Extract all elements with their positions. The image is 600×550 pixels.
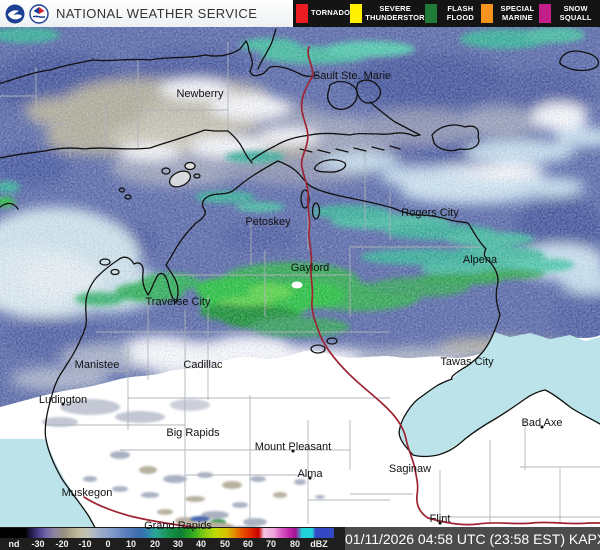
legend-item-snow-squall: SNOW SQUALL [539, 4, 597, 23]
status-bar: nd -30 -20 -10 0 10 20 30 40 50 60 70 80 dBZ 01/11/20… [0, 527, 600, 550]
legend-item-severe-thunderstorm: SEVERE THUNDERSTORM [350, 3, 432, 23]
header-bar: NATIONAL WEATHER SERVICE TORNADO SEVERE T… [0, 0, 600, 27]
city-label-petoskey: Petoskey [245, 216, 291, 228]
city-label-sault-ste-marie: Sault Ste. Marie [312, 70, 392, 82]
city-label-gaylord: Gaylord [290, 262, 330, 274]
lake-water [0, 332, 600, 527]
noaa-logo-icon [5, 4, 25, 24]
city-dot [540, 425, 544, 429]
legend-swatch [480, 4, 493, 23]
highways [83, 46, 600, 527]
highway-muskegon [83, 496, 198, 527]
city-dot [61, 402, 65, 406]
reflectivity-gradient [0, 528, 334, 538]
city-label-bad-axe: Bad Axe [521, 417, 563, 429]
legend-swatch [425, 4, 438, 23]
county-lines [0, 42, 600, 524]
city-label-big-rapids: Big Rapids [166, 427, 220, 439]
interstate-75 [300, 46, 600, 526]
legend-swatch [350, 4, 363, 23]
scale-tick: -10 [78, 539, 92, 549]
agency-title: NATIONAL WEATHER SERVICE [56, 6, 258, 21]
radar-map-graphic [0, 27, 600, 527]
agency-branding: NATIONAL WEATHER SERVICE [0, 0, 293, 27]
city-label-alma: Alma [297, 468, 323, 480]
legend-label: FLASH FLOOD [446, 3, 474, 22]
city-label-rogers-city: Rogers City [401, 207, 459, 219]
legend-label: SEVERE THUNDERSTORM [365, 3, 432, 22]
scale-tick: 30 [172, 539, 184, 549]
scattered-echoes [24, 399, 325, 527]
city-label-alpena: Alpena [462, 254, 498, 266]
radar-site-marker [291, 281, 303, 289]
legend-item-tornado: TORNADO [296, 4, 350, 23]
nws-logo-icon [29, 3, 49, 24]
legend-swatch [296, 4, 308, 23]
legend-label: TORNADO [311, 8, 351, 18]
scale-tick: 20 [149, 539, 161, 549]
legend-label: SNOW SQUALL [559, 3, 592, 22]
legend-swatch [539, 4, 552, 23]
scale-tick: 40 [195, 539, 207, 549]
city-label-ludington: Ludington [38, 394, 88, 406]
city-dot [308, 476, 312, 480]
legend-label: SPECIAL MARINE [500, 3, 535, 22]
city-label-cadillac: Cadillac [183, 359, 223, 371]
city-label-traverse-city: Traverse City [145, 296, 211, 308]
city-label-saginaw: Saginaw [388, 463, 432, 475]
reflectivity-scale: nd -30 -20 -10 0 10 20 30 40 50 60 70 80 dBZ [0, 527, 345, 550]
scale-tick: 60 [242, 539, 254, 549]
city-label-flint: Flint [429, 513, 451, 525]
timestamp: 01/11/2026 04:58 UTC (23:58 EST) KAPX [345, 527, 600, 550]
city-label-mount-pleasant: Mount Pleasant [254, 441, 332, 453]
city-label-newberry: Newberry [176, 88, 224, 100]
scale-tick: nd [8, 539, 20, 549]
city-dot [438, 521, 442, 525]
legend-item-special-marine: SPECIAL MARINE [480, 3, 540, 23]
scale-tick: -20 [55, 539, 69, 549]
legend-item-flash-flood: FLASH FLOOD [425, 4, 480, 23]
city-label-grand-rapids: Grand Rapids [144, 520, 212, 532]
scale-tick: 10 [125, 539, 137, 549]
scale-unit-label: dBZ [310, 539, 328, 549]
scale-tick: -30 [31, 539, 45, 549]
city-label-muskegon: Muskegon [61, 487, 113, 499]
scale-tick: 80 [289, 539, 301, 549]
scale-tick: 70 [265, 539, 277, 549]
warning-legend: TORNADO SEVERE THUNDERSTORM FLASH FLOOD SPE… [293, 0, 600, 27]
shorelines [0, 28, 600, 527]
city-label-manistee: Manistee [74, 359, 120, 371]
radar-map[interactable]: Newberry Sault Ste. Marie Petoskey Rogers C… [0, 27, 600, 532]
city-label-tawas-city: Tawas City [440, 356, 494, 368]
scale-tick: 50 [219, 539, 231, 549]
city-dot [291, 449, 295, 453]
scale-tick: 0 [105, 539, 111, 549]
